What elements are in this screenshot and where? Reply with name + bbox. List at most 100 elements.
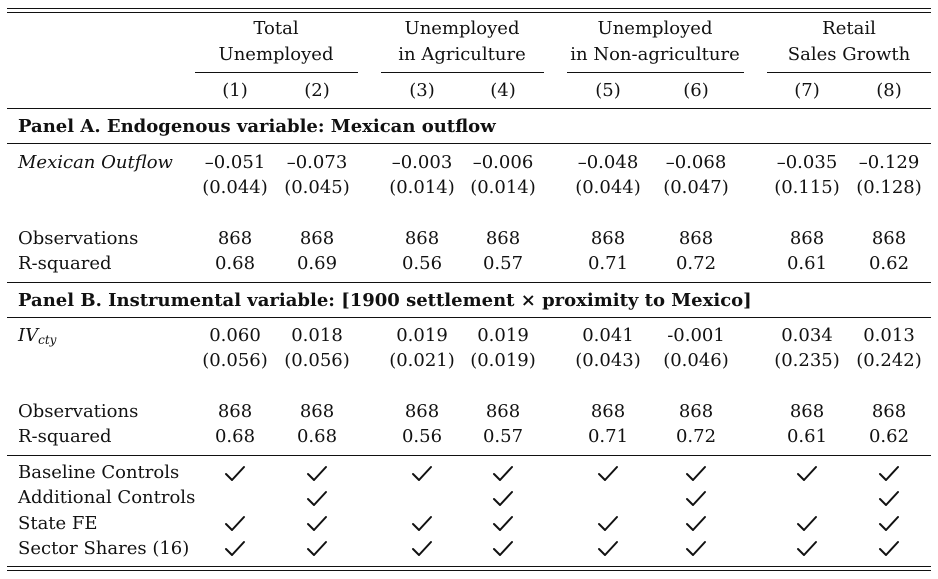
group-underline-4	[767, 72, 931, 73]
panel-b-obs-label: Observations	[18, 401, 139, 422]
checkmark-icon	[686, 541, 706, 556]
panelA-obs-cell: 868	[404, 228, 440, 249]
checkmark-icon	[879, 466, 899, 481]
panelB-r2-cell: 0.68	[296, 426, 338, 447]
group-header-2-line1: Unemployed	[404, 18, 520, 39]
group-header-1-line2: Unemployed	[218, 44, 334, 65]
panelB-obs-cell: 868	[590, 401, 626, 422]
panelB-obs-cell: 868	[678, 401, 714, 422]
panelB-ses-cell: (0.019)	[470, 350, 536, 371]
column-number: (4)	[490, 80, 516, 101]
group-header-4-line1: Retail	[822, 18, 876, 39]
column-number: (6)	[683, 80, 709, 101]
column-number: (2)	[304, 80, 330, 101]
panelB-r2-cell: 0.62	[868, 426, 910, 447]
panelB-r2-cell: 0.72	[675, 426, 717, 447]
control-label-additional: Additional Controls	[18, 487, 196, 508]
checkmark-icon	[797, 541, 817, 556]
panelA-ses-cell: (0.044)	[202, 177, 268, 198]
group-underline-3	[567, 72, 744, 73]
checkmark-icon	[412, 516, 432, 531]
panelB-coefs-cell: 0.060	[209, 325, 261, 346]
panelB-ses-cell: (0.043)	[575, 350, 641, 371]
panel-a-variable-label: Mexican Outflow	[18, 152, 173, 173]
panelB-coefs-cell: 0.019	[477, 325, 529, 346]
checkmark-icon	[598, 516, 618, 531]
panelA-coefs-cell: –0.003	[391, 152, 453, 173]
panelA-r2-cell: 0.68	[214, 253, 256, 274]
group-underline-1	[195, 72, 358, 73]
panelA-r2-cell: 0.62	[868, 253, 910, 274]
panelB-coefs-cell: -0.001	[667, 325, 725, 346]
checkmark-icon	[225, 466, 245, 481]
panelA-obs-cell: 868	[590, 228, 626, 249]
panelB-coefs-cell: 0.013	[863, 325, 915, 346]
panelB-obs-cell: 868	[789, 401, 825, 422]
checkmark-icon	[686, 516, 706, 531]
panelB-ses-cell: (0.056)	[284, 350, 350, 371]
panelA-ses-cell: (0.014)	[389, 177, 455, 198]
panelB-obs-cell: 868	[485, 401, 521, 422]
panelA-coefs-cell: –0.006	[472, 152, 534, 173]
checkmark-icon	[307, 491, 327, 506]
checkmark-icon	[797, 516, 817, 531]
top-rule-2	[7, 12, 931, 13]
panelA-coefs-cell: –0.051	[204, 152, 266, 173]
control-label-state-fe: State FE	[18, 513, 98, 534]
panelB-r2-cell: 0.57	[482, 426, 524, 447]
checkmark-icon	[493, 466, 513, 481]
bottom-rule-1	[7, 566, 931, 567]
panelB-r2-cell: 0.68	[214, 426, 256, 447]
group-header-3-line1: Unemployed	[597, 18, 713, 39]
panelA-obs-cell: 868	[871, 228, 907, 249]
panelA-r2-cell: 0.69	[296, 253, 338, 274]
checkmark-icon	[879, 516, 899, 531]
panelB-obs-cell: 868	[871, 401, 907, 422]
checkmark-icon	[307, 466, 327, 481]
panelA-coefs-cell: –0.048	[577, 152, 639, 173]
checkmark-icon	[797, 466, 817, 481]
panel-a-rule	[7, 143, 931, 144]
header-rule	[7, 108, 931, 109]
group-header-2-line2: in Agriculture	[398, 44, 526, 65]
control-label-baseline: Baseline Controls	[18, 462, 180, 483]
panelA-ses-cell: (0.128)	[856, 177, 922, 198]
panelA-r2-cell: 0.72	[675, 253, 717, 274]
iv-label: IV	[18, 325, 39, 346]
panel-b-r2-label: R-squared	[18, 426, 112, 447]
panel-b-rule	[7, 317, 931, 318]
panelA-r2-cell: 0.71	[587, 253, 629, 274]
checkmark-icon	[225, 541, 245, 556]
column-number: (8)	[876, 80, 902, 101]
panelB-r2-cell: 0.61	[786, 426, 828, 447]
column-number: (5)	[595, 80, 621, 101]
checkmark-icon	[225, 516, 245, 531]
panelA-r2-cell: 0.56	[401, 253, 443, 274]
bottom-rule-2	[7, 570, 931, 571]
checkmark-icon	[598, 466, 618, 481]
panel-a-title: Panel A. Endogenous variable: Mexican ou…	[18, 116, 496, 137]
group-underline-2	[381, 72, 544, 73]
panelA-ses-cell: (0.115)	[774, 177, 840, 198]
checkmark-icon	[307, 516, 327, 531]
panelB-obs-cell: 868	[217, 401, 253, 422]
checkmark-icon	[412, 541, 432, 556]
panel-b-variable-label: IVcty	[18, 325, 56, 351]
checkmark-icon	[879, 491, 899, 506]
panelB-obs-cell: 868	[404, 401, 440, 422]
panelA-obs-cell: 868	[485, 228, 521, 249]
panel-b-title: Panel B. Instrumental variable: [1900 se…	[18, 290, 752, 311]
panelB-ses-cell: (0.046)	[663, 350, 729, 371]
column-number: (3)	[409, 80, 435, 101]
checkmark-icon	[493, 516, 513, 531]
panelA-obs-cell: 868	[678, 228, 714, 249]
group-header-4-line2: Sales Growth	[787, 44, 911, 65]
panel-a-obs-label: Observations	[18, 228, 139, 249]
panelA-ses-cell: (0.047)	[663, 177, 729, 198]
panelB-coefs-cell: 0.041	[582, 325, 634, 346]
panelA-ses-cell: (0.045)	[284, 177, 350, 198]
checkmark-icon	[493, 541, 513, 556]
top-rule-1	[7, 8, 931, 9]
checkmark-icon	[412, 466, 432, 481]
